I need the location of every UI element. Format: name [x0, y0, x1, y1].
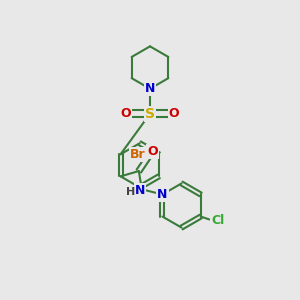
Text: Br: Br	[130, 148, 145, 161]
Text: N: N	[145, 82, 155, 95]
Text: O: O	[169, 107, 179, 120]
Text: Cl: Cl	[211, 214, 224, 227]
Text: H: H	[126, 187, 135, 197]
Text: O: O	[121, 107, 131, 120]
Text: N: N	[157, 188, 168, 201]
Text: O: O	[147, 145, 158, 158]
Text: S: S	[145, 107, 155, 121]
Text: N: N	[135, 184, 146, 197]
